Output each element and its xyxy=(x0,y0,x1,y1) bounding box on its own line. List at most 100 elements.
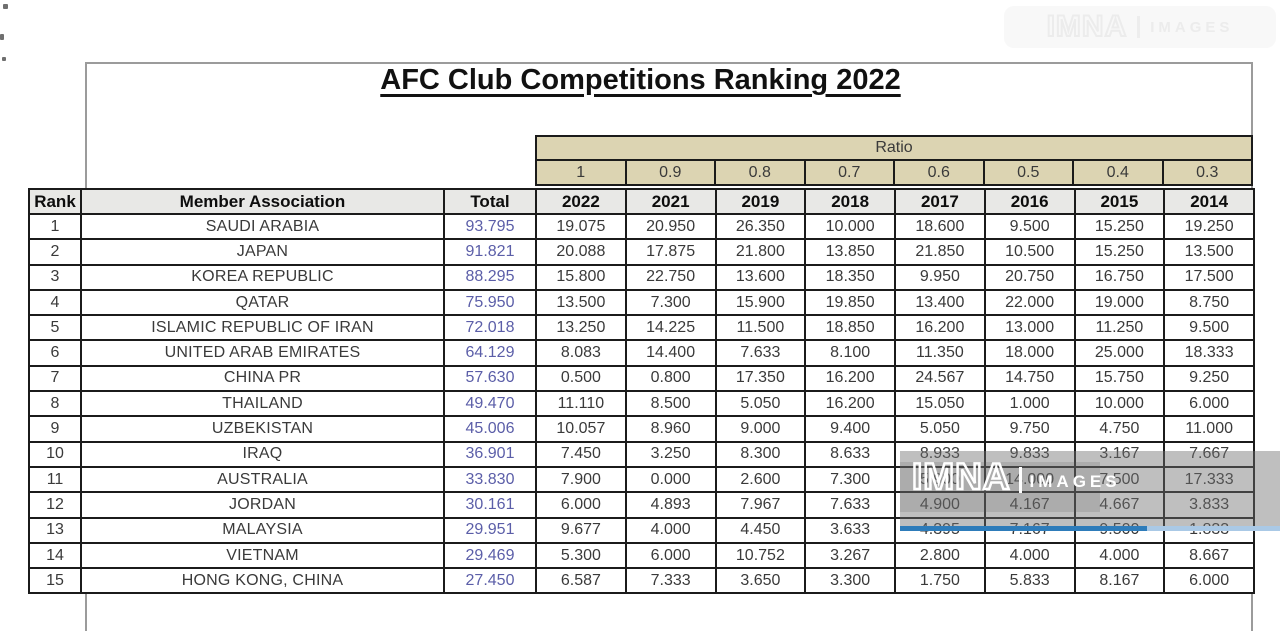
ratio-cell: 1 xyxy=(535,159,627,186)
score-cell: 13.000 xyxy=(983,314,1076,342)
score-cell: 1.000 xyxy=(983,390,1076,418)
score-cell: 11.110 xyxy=(535,390,627,418)
score-cell: 9.400 xyxy=(804,415,896,443)
score-cell: 4.900 xyxy=(894,491,986,519)
rank-cell: 2 xyxy=(28,238,82,266)
rank-cell: 12 xyxy=(28,491,82,519)
total-cell: 36.901 xyxy=(443,440,537,468)
rank-cell: 7 xyxy=(28,364,82,393)
agency-badge-label: IMAGES xyxy=(1150,18,1234,36)
total-cell: 88.295 xyxy=(443,263,537,291)
score-cell: 9.000 xyxy=(714,415,807,443)
score-cell: 21.850 xyxy=(894,238,986,266)
score-cell: 6.000 xyxy=(1163,390,1255,418)
year-header: 2021 xyxy=(624,188,717,215)
watermark-overlay xyxy=(900,451,1280,527)
table-row: 2 JAPAN 91.821 20.088 17.875 21.800 13.850 21.8… xyxy=(28,238,1255,266)
artifact-dot xyxy=(2,57,6,61)
score-cell: 8.500 xyxy=(624,390,717,418)
table-row: 15 HONG KONG, CHINA 27.450 6.587 7.333 3.650 3… xyxy=(28,567,1255,595)
watermark-label: IMAGES xyxy=(1029,472,1121,491)
score-cell: 15.900 xyxy=(714,288,807,317)
score-cell: 8.083 xyxy=(535,339,627,367)
ratio-cell: 0.5 xyxy=(982,159,1074,186)
total-cell: 64.129 xyxy=(443,339,537,367)
table-row: 4 QATAR 75.950 13.500 7.300 15.900 19.850 13.40… xyxy=(28,288,1255,317)
badge-separator xyxy=(1137,16,1141,38)
rank-cell: 1 xyxy=(28,212,82,241)
score-cell: 11.500 xyxy=(714,314,807,342)
table-row: 7 CHINA PR 57.630 0.500 0.800 17.350 16.200 24.… xyxy=(28,364,1255,393)
score-cell: 8.167 xyxy=(1073,567,1166,595)
score-cell: 19.075 xyxy=(535,212,627,241)
ratio-values-row: 1 0.9 0.8 0.7 0.6 0.5 0.4 0.3 xyxy=(535,159,1253,186)
member-association-cell: THAILAND xyxy=(80,390,445,418)
score-cell: 7.300 xyxy=(624,288,717,317)
score-cell: 9.750 xyxy=(983,415,1076,443)
score-cell: 5.833 xyxy=(983,567,1076,595)
score-cell: 0.500 xyxy=(535,364,627,393)
year-header: 2016 xyxy=(983,188,1076,215)
table-header-row: Rank Member Association Total 2022 2021 20… xyxy=(28,188,1255,215)
score-cell: 15.250 xyxy=(1073,212,1166,241)
page-title-text: AFC Club Competitions Ranking 2022 xyxy=(380,64,901,96)
rank-cell: 15 xyxy=(28,567,82,595)
score-cell: 0.800 xyxy=(624,364,717,393)
score-cell: 6.000 xyxy=(624,541,717,570)
score-cell: 13.250 xyxy=(535,314,627,342)
score-cell: 2.800 xyxy=(894,541,986,570)
rank-cell: 11 xyxy=(28,465,82,494)
score-cell: 10.752 xyxy=(714,541,807,570)
year-header: 2019 xyxy=(714,188,807,215)
score-cell: 11.000 xyxy=(1163,415,1255,443)
score-cell: 13.400 xyxy=(894,288,986,317)
score-cell: 16.200 xyxy=(804,364,896,393)
table-row: 12 JORDAN 30.161 6.000 4.893 7.967 7.633 4.900 4… xyxy=(28,491,1255,519)
member-association-cell: CHINA PR xyxy=(80,364,445,393)
total-cell: 33.830 xyxy=(443,465,537,494)
score-cell: 9.500 xyxy=(1163,314,1255,342)
score-cell: 17.500 xyxy=(1163,263,1255,291)
score-cell: 7.500 xyxy=(1073,465,1166,494)
score-cell: 15.050 xyxy=(894,390,986,418)
score-cell: 9.677 xyxy=(535,516,627,544)
score-cell: 8.960 xyxy=(624,415,717,443)
score-cell: 15.750 xyxy=(1073,364,1166,393)
rank-cell: 8 xyxy=(28,390,82,418)
score-cell: 3.633 xyxy=(804,516,896,544)
member-association-cell: MALAYSIA xyxy=(80,516,445,544)
ratio-cell: 0.7 xyxy=(803,159,895,186)
table-row: 1 SAUDI ARABIA 93.795 19.075 20.950 26.350 10.… xyxy=(28,212,1255,241)
member-association-cell: VIETNAM xyxy=(80,541,445,570)
score-cell: 20.950 xyxy=(624,212,717,241)
score-cell: 4.450 xyxy=(714,516,807,544)
imna-logo: IMNA xyxy=(1046,9,1128,44)
table-row: 13MALAYSIA29.9519.6774.0004.4503.6334.39… xyxy=(28,516,1255,544)
score-cell: 13.850 xyxy=(804,238,896,266)
artifact-dot xyxy=(0,34,4,40)
rank-cell: 10 xyxy=(28,440,82,468)
score-cell: 0.000 xyxy=(624,465,717,494)
score-cell: 5.300 xyxy=(535,541,627,570)
score-cell: 1.750 xyxy=(894,567,986,595)
member-association-cell: JORDAN xyxy=(80,491,445,519)
member-association-header: Member Association xyxy=(80,188,445,215)
score-cell: 11.250 xyxy=(1073,314,1166,342)
score-cell: 9.950 xyxy=(894,263,986,291)
score-cell: 4.000 xyxy=(1073,541,1166,570)
score-cell: 16.200 xyxy=(804,390,896,418)
table-row: 5 ISLAMIC REPUBLIC OF IRAN 72.018 13.250 14.… xyxy=(28,314,1255,342)
score-cell: 5.050 xyxy=(714,390,807,418)
score-cell: 9.833 xyxy=(983,440,1076,468)
rank-cell: 5 xyxy=(28,314,82,342)
score-cell: 4.000 xyxy=(624,516,717,544)
artifact-dot xyxy=(3,4,8,9)
watermark-blue-line-light xyxy=(1147,526,1280,531)
score-cell: 18.000 xyxy=(983,339,1076,367)
score-cell: 16.750 xyxy=(1073,263,1166,291)
score-cell: 19.250 xyxy=(1163,212,1255,241)
score-cell: 6.587 xyxy=(535,567,627,595)
score-cell: 25.000 xyxy=(1073,339,1166,367)
score-cell: 10.057 xyxy=(535,415,627,443)
member-association-cell: JAPAN xyxy=(80,238,445,266)
